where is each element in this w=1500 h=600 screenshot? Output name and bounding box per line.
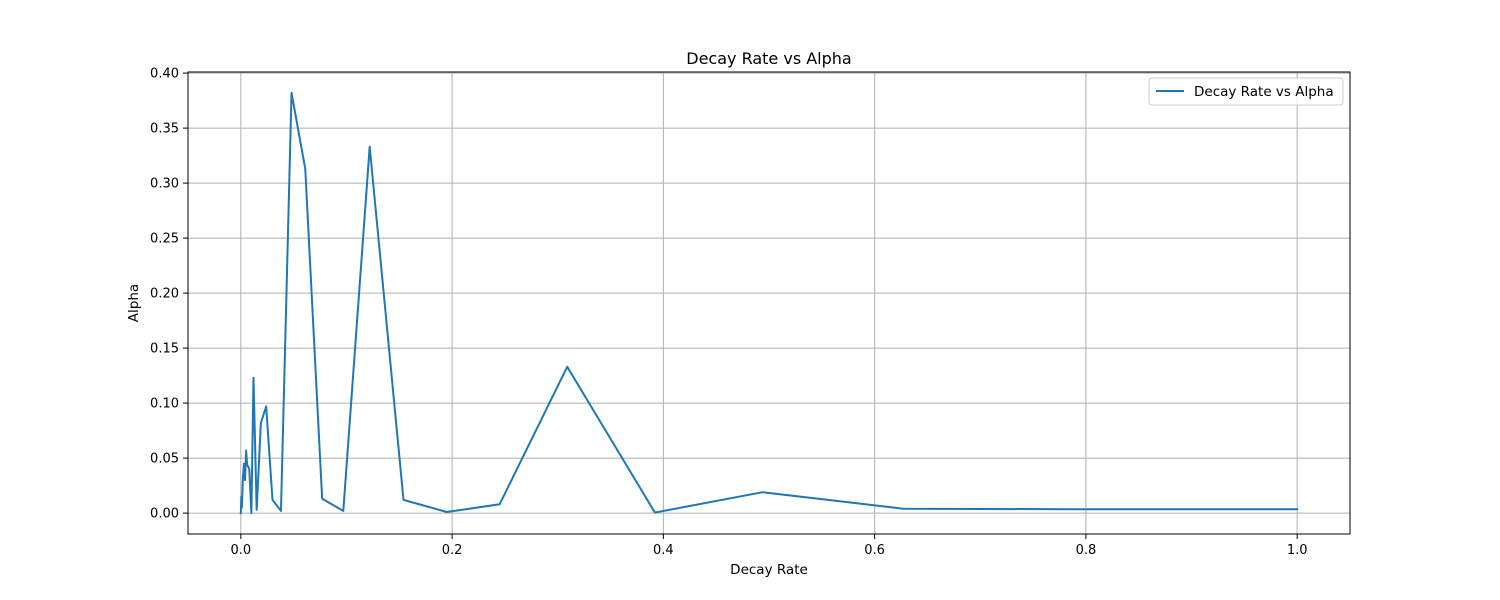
x-tick-label: 0.2: [442, 543, 463, 558]
legend: Decay Rate vs Alpha: [1148, 77, 1344, 106]
y-tick-label: 0.10: [150, 397, 179, 412]
y-axis-title: Alpha: [126, 284, 142, 322]
grid: [188, 72, 1350, 534]
plot-area-frame: [187, 71, 1351, 535]
x-tick-label: 0.8: [1076, 543, 1097, 558]
chart-title: Decay Rate vs Alpha: [686, 49, 851, 68]
x-tick-label: 0.0: [230, 543, 251, 558]
legend-box: [1148, 77, 1344, 106]
x-axis-title: Decay Rate: [730, 562, 808, 578]
x-tick-label: 1.0: [1287, 543, 1308, 558]
y-tick-label: 0.35: [150, 122, 179, 137]
y-tick-label: 0.40: [150, 67, 179, 82]
y-tick-label: 0.25: [150, 232, 179, 247]
ticks: 0.0 0.2 0.4 0.6 0.8 1.0 0.00 0.05 0.10 0.15 0.20 0.…: [150, 67, 1307, 558]
legend-label: Decay Rate vs Alpha: [1194, 84, 1334, 100]
y-tick-label: 0.05: [150, 452, 179, 467]
y-tick-label: 0.00: [150, 507, 179, 522]
y-tick-label: 0.20: [150, 287, 179, 302]
x-tick-label: 0.4: [653, 543, 674, 558]
series-layer: [239, 91, 1299, 515]
y-tick-label: 0.15: [150, 342, 179, 357]
y-tick-label: 0.30: [150, 177, 179, 192]
x-tick-label: 0.6: [864, 543, 885, 558]
series-line-0: [239, 91, 1299, 515]
